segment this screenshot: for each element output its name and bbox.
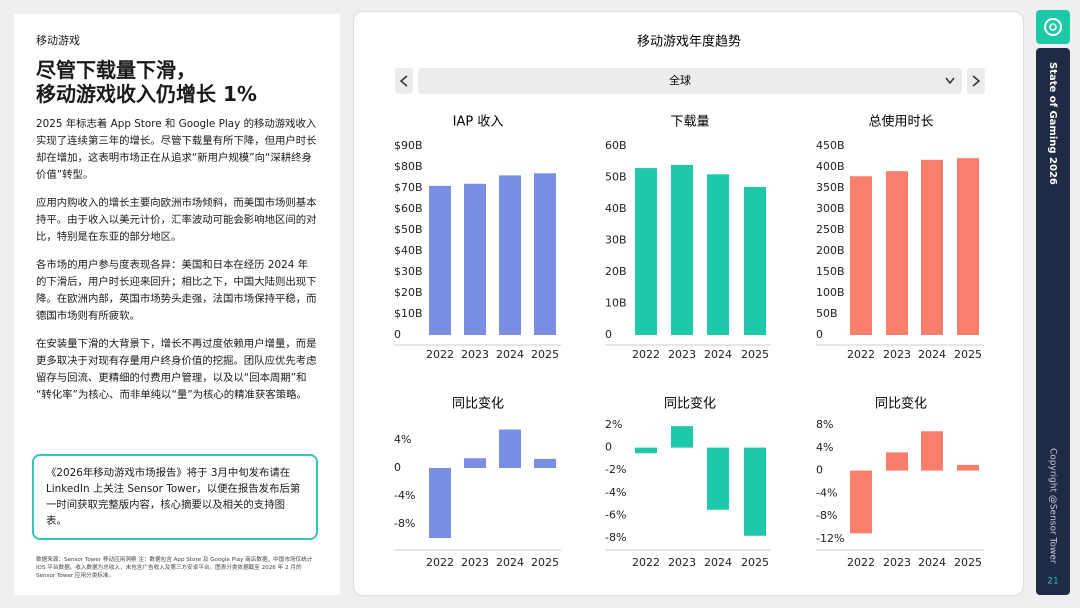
callout[interactable]: 《2026年移动游戏市场报告》将于 3月中旬发布请在 LinkedIn 上关注 …	[32, 454, 318, 540]
sidebar-svg: State of Gaming 2026 Copyright @Sensor T…	[1047, 62, 1059, 587]
sidebar: State of Gaming 2026 Copyright @Sensor T…	[1036, 48, 1070, 595]
headline-line: 尽管下载量下滑，	[36, 58, 196, 82]
logo-icon	[1036, 10, 1070, 44]
logo	[1044, 18, 1062, 36]
paragraph: 各市场的用户参与度表现各异：美国和日本在经历 2024 年的下滑后，用户时长迎来…	[36, 259, 317, 322]
headline: 尽管下载量下滑， 移动游戏收入仍增长 1%	[36, 58, 318, 106]
headline-line: 移动游戏收入仍增长 1%	[36, 82, 257, 106]
text-panel: 移动游戏 尽管下载量下滑， 移动游戏收入仍增长 1% 2025 年标志着 App…	[14, 14, 340, 595]
page-number: 21	[1047, 577, 1058, 587]
chart-panel	[353, 11, 1024, 596]
tag: 移动游戏	[36, 34, 80, 47]
footnote: 数据来源：Sensor Tower 移动应用洞察 注：数据包含 App Stor…	[36, 557, 313, 579]
copyright: Copyright @Sensor Tower	[1048, 448, 1058, 564]
paragraph: 2025 年标志着 App Store 和 Google Play 的移动游戏收…	[36, 118, 317, 181]
paragraph: 在安装量下滑的大背景下，增长不再过度依赖用户增量，而是更多取决于对现有存量用户终…	[36, 338, 317, 401]
sidebar-title: State of Gaming 2026	[1047, 62, 1058, 185]
paragraph: 应用内购收入的增长主要向欧洲市场倾斜，而美国市场则基本持平。由于收入以美元计价，…	[36, 197, 317, 243]
